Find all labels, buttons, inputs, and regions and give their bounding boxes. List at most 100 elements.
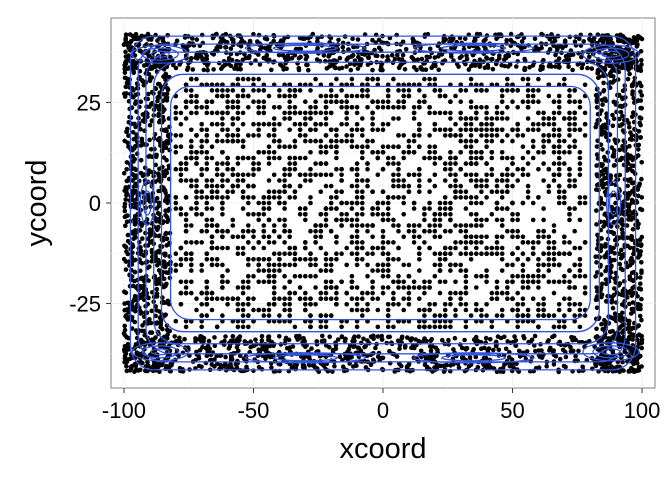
data-point bbox=[463, 88, 469, 93]
data-point bbox=[474, 116, 479, 121]
data-point bbox=[209, 206, 215, 211]
data-point bbox=[463, 290, 469, 296]
data-point bbox=[349, 144, 355, 149]
data-point bbox=[235, 178, 241, 183]
data-point bbox=[214, 161, 220, 166]
data-point bbox=[209, 240, 215, 245]
data-point bbox=[427, 133, 432, 138]
data-point bbox=[328, 279, 334, 285]
data-point bbox=[427, 223, 432, 228]
data-point bbox=[391, 161, 396, 166]
data-point bbox=[344, 116, 350, 121]
data-point bbox=[373, 345, 378, 351]
data-point bbox=[256, 166, 262, 172]
data-point bbox=[355, 37, 361, 42]
data-point bbox=[146, 363, 151, 369]
data-point bbox=[238, 61, 243, 67]
data-point bbox=[354, 296, 360, 302]
data-point bbox=[214, 121, 220, 127]
data-point bbox=[246, 302, 251, 307]
data-point bbox=[458, 88, 464, 93]
data-point bbox=[385, 161, 391, 166]
data-point bbox=[625, 76, 631, 82]
data-point bbox=[193, 336, 198, 341]
data-point bbox=[365, 55, 371, 60]
data-point bbox=[296, 56, 302, 61]
data-point bbox=[499, 268, 505, 273]
data-point bbox=[376, 350, 382, 356]
data-point bbox=[632, 75, 638, 81]
data-point bbox=[494, 110, 500, 116]
data-point bbox=[406, 144, 412, 149]
data-point bbox=[442, 195, 448, 200]
data-point bbox=[194, 133, 199, 138]
data-point bbox=[251, 166, 256, 172]
data-point bbox=[303, 172, 308, 178]
data-point bbox=[256, 279, 262, 285]
data-point bbox=[484, 195, 489, 200]
data-point bbox=[214, 353, 219, 359]
data-point bbox=[442, 212, 448, 217]
data-point bbox=[277, 257, 282, 262]
data-point bbox=[266, 189, 272, 194]
data-point bbox=[489, 127, 495, 133]
data-point bbox=[538, 64, 544, 69]
data-point bbox=[556, 133, 562, 138]
data-point bbox=[411, 234, 417, 240]
data-point bbox=[499, 88, 505, 93]
data-point bbox=[171, 62, 176, 68]
data-point bbox=[271, 155, 277, 161]
data-point bbox=[183, 212, 189, 217]
data-point bbox=[197, 348, 203, 353]
data-point bbox=[546, 93, 552, 99]
data-point bbox=[360, 93, 365, 99]
data-point bbox=[368, 362, 374, 368]
data-point bbox=[427, 302, 432, 307]
data-point bbox=[355, 66, 361, 71]
data-point bbox=[527, 65, 532, 70]
data-point bbox=[282, 172, 287, 178]
data-point bbox=[499, 251, 505, 256]
data-point bbox=[417, 144, 422, 149]
data-point bbox=[375, 99, 381, 104]
data-point bbox=[122, 323, 127, 329]
data-point bbox=[266, 93, 272, 99]
data-point bbox=[551, 324, 557, 330]
data-point bbox=[406, 290, 412, 296]
data-point bbox=[214, 262, 220, 268]
data-point bbox=[230, 223, 236, 228]
data-point bbox=[346, 47, 351, 52]
data-point bbox=[259, 333, 265, 339]
data-point bbox=[214, 257, 220, 262]
data-point bbox=[533, 46, 538, 52]
data-point bbox=[308, 302, 313, 307]
data-point bbox=[629, 163, 634, 168]
data-point bbox=[448, 161, 453, 166]
data-point bbox=[282, 178, 287, 183]
data-point bbox=[251, 368, 256, 374]
data-point bbox=[196, 363, 202, 369]
data-point bbox=[494, 183, 500, 189]
data-point bbox=[238, 44, 244, 49]
data-point bbox=[238, 34, 244, 40]
data-point bbox=[429, 65, 435, 70]
data-point bbox=[282, 262, 287, 268]
data-point bbox=[546, 257, 552, 262]
data-point bbox=[199, 189, 204, 194]
data-point bbox=[194, 189, 199, 194]
data-point bbox=[611, 219, 617, 225]
data-point bbox=[427, 245, 432, 251]
data-point bbox=[328, 296, 334, 302]
data-point bbox=[639, 317, 644, 323]
data-point bbox=[536, 302, 541, 307]
data-point bbox=[552, 333, 557, 339]
data-point bbox=[318, 234, 324, 240]
data-point bbox=[125, 178, 131, 183]
data-point bbox=[474, 110, 479, 116]
data-point bbox=[422, 307, 427, 313]
data-point bbox=[536, 166, 541, 172]
data-point bbox=[520, 273, 526, 279]
data-point bbox=[551, 245, 557, 251]
data-point bbox=[448, 302, 453, 307]
data-point bbox=[261, 110, 267, 116]
